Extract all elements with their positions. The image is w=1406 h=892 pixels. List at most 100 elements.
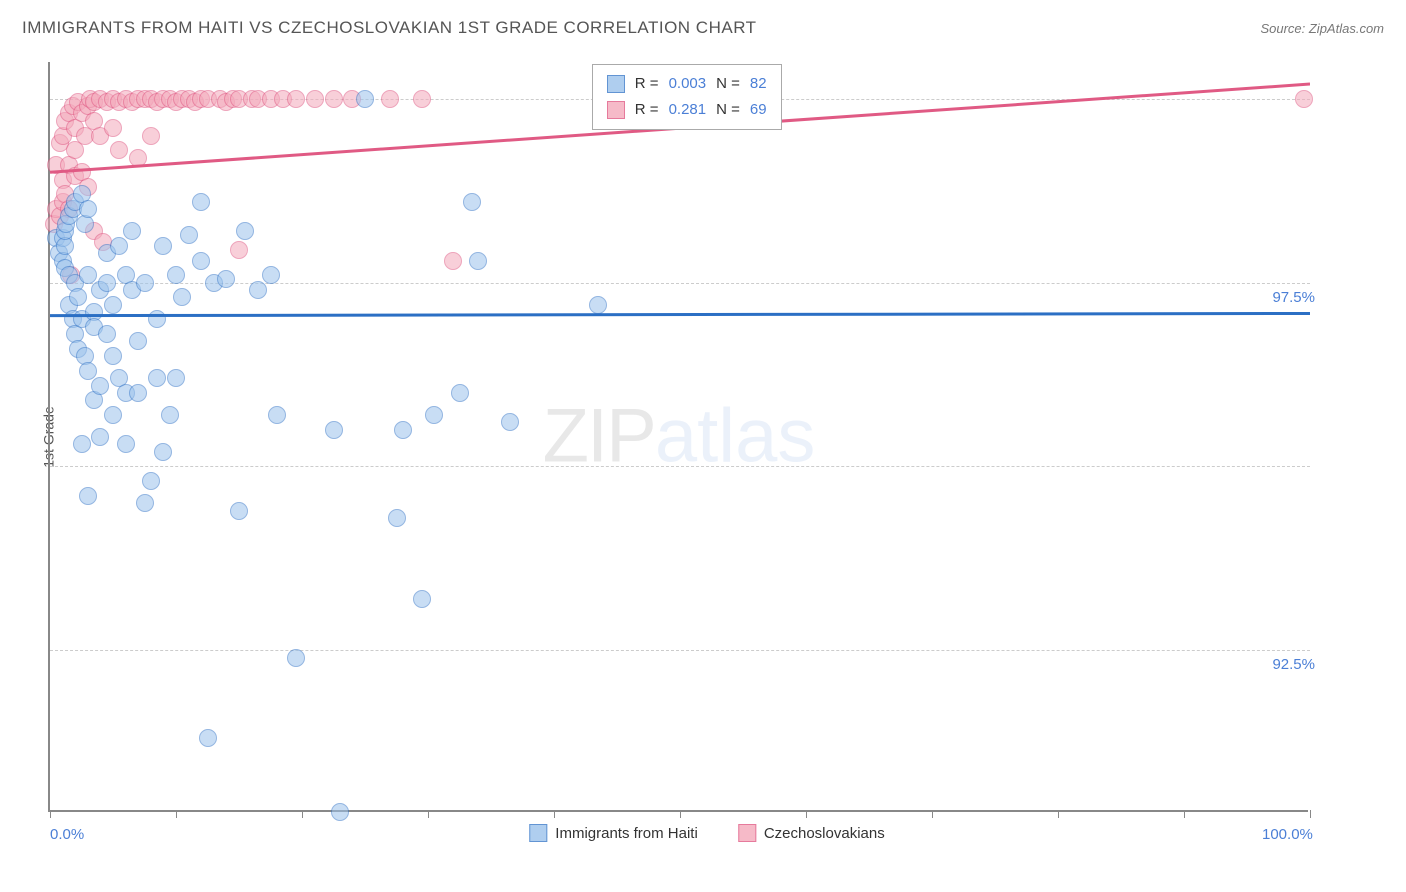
data-point-czech xyxy=(413,90,431,108)
data-point-czech xyxy=(306,90,324,108)
chart-title: IMMIGRANTS FROM HAITI VS CZECHOSLOVAKIAN… xyxy=(22,18,757,38)
data-point-haiti xyxy=(129,384,147,402)
legend-label: Czechoslovakians xyxy=(764,825,885,842)
data-point-haiti xyxy=(79,266,97,284)
data-point-czech xyxy=(142,127,160,145)
legend-row: R = 0.281 N =69 xyxy=(607,97,767,123)
data-point-haiti xyxy=(413,590,431,608)
data-point-haiti xyxy=(79,200,97,218)
data-point-haiti xyxy=(217,270,235,288)
data-point-czech xyxy=(129,149,147,167)
trend-line-haiti xyxy=(50,313,1310,315)
correlation-legend: R = 0.003 N = 82R = 0.281 N =69 xyxy=(592,64,782,130)
x-tick xyxy=(806,810,807,818)
data-point-haiti xyxy=(463,193,481,211)
data-point-haiti xyxy=(199,729,217,747)
data-point-haiti xyxy=(236,222,254,240)
legend-row: R = 0.003 N = 82 xyxy=(607,71,767,97)
title-bar: IMMIGRANTS FROM HAITI VS CZECHOSLOVAKIAN… xyxy=(22,18,1384,38)
data-point-haiti xyxy=(230,502,248,520)
x-tick xyxy=(1184,810,1185,818)
legend-label: Immigrants from Haiti xyxy=(555,825,698,842)
x-tick xyxy=(176,810,177,818)
data-point-haiti xyxy=(104,406,122,424)
trend-lines xyxy=(50,62,1310,812)
data-point-haiti xyxy=(110,237,128,255)
data-point-czech xyxy=(381,90,399,108)
data-point-haiti xyxy=(167,266,185,284)
data-point-haiti xyxy=(425,406,443,424)
chart-source: Source: ZipAtlas.com xyxy=(1260,21,1384,36)
data-point-haiti xyxy=(79,362,97,380)
data-point-haiti xyxy=(104,296,122,314)
legend-n-label: N = xyxy=(716,97,740,123)
data-point-czech xyxy=(1295,90,1313,108)
data-point-haiti xyxy=(136,494,154,512)
data-point-czech xyxy=(287,90,305,108)
data-point-czech xyxy=(325,90,343,108)
grid-line xyxy=(50,283,1310,284)
data-point-haiti xyxy=(104,347,122,365)
bottom-legend-item: Czechoslovakians xyxy=(738,824,885,842)
legend-swatch xyxy=(529,824,547,842)
data-point-haiti xyxy=(589,296,607,314)
data-point-haiti xyxy=(136,274,154,292)
x-tick-label: 0.0% xyxy=(50,826,84,843)
x-tick xyxy=(428,810,429,818)
x-tick xyxy=(554,810,555,818)
grid-line xyxy=(50,650,1310,651)
data-point-haiti xyxy=(180,226,198,244)
data-point-haiti xyxy=(192,252,210,270)
data-point-haiti xyxy=(268,406,286,424)
data-point-czech xyxy=(104,119,122,137)
legend-r-value: 0.003 xyxy=(669,71,707,97)
legend-n-value: 82 xyxy=(750,71,767,97)
y-tick-label: 92.5% xyxy=(1235,656,1315,673)
data-point-haiti xyxy=(501,413,519,431)
data-point-haiti xyxy=(287,649,305,667)
x-tick xyxy=(302,810,303,818)
data-point-haiti xyxy=(117,435,135,453)
legend-r-label: R = xyxy=(635,71,659,97)
data-point-haiti xyxy=(79,487,97,505)
data-point-haiti xyxy=(249,281,267,299)
data-point-haiti xyxy=(173,288,191,306)
legend-n-label: N = xyxy=(716,71,740,97)
data-point-haiti xyxy=(451,384,469,402)
data-point-haiti xyxy=(161,406,179,424)
data-point-haiti xyxy=(154,443,172,461)
data-point-haiti xyxy=(331,803,349,821)
x-tick xyxy=(1310,810,1311,818)
legend-r-value: 0.281 xyxy=(669,97,707,123)
legend-swatch xyxy=(738,824,756,842)
plot-outer: 1st Grade ZIPatlas 92.5%97.5%0.0%100.0%R… xyxy=(48,62,1366,812)
data-point-haiti xyxy=(73,435,91,453)
x-tick xyxy=(1058,810,1059,818)
x-tick xyxy=(932,810,933,818)
legend-r-label: R = xyxy=(635,97,659,123)
data-point-czech xyxy=(110,141,128,159)
data-point-haiti xyxy=(98,274,116,292)
data-point-haiti xyxy=(394,421,412,439)
legend-swatch xyxy=(607,75,625,93)
data-point-haiti xyxy=(142,472,160,490)
data-point-haiti xyxy=(262,266,280,284)
data-point-haiti xyxy=(388,509,406,527)
data-point-haiti xyxy=(325,421,343,439)
data-point-haiti xyxy=(167,369,185,387)
grid-line xyxy=(50,466,1310,467)
data-point-haiti xyxy=(148,310,166,328)
data-point-haiti xyxy=(129,332,147,350)
data-point-haiti xyxy=(98,325,116,343)
x-tick xyxy=(680,810,681,818)
data-point-haiti xyxy=(123,222,141,240)
bottom-legend-item: Immigrants from Haiti xyxy=(529,824,698,842)
x-tick xyxy=(50,810,51,818)
data-point-haiti xyxy=(91,428,109,446)
y-tick-label: 97.5% xyxy=(1235,289,1315,306)
data-point-haiti xyxy=(91,377,109,395)
x-tick-label: 100.0% xyxy=(1262,826,1313,843)
data-point-czech xyxy=(230,241,248,259)
data-point-haiti xyxy=(192,193,210,211)
data-point-haiti xyxy=(469,252,487,270)
